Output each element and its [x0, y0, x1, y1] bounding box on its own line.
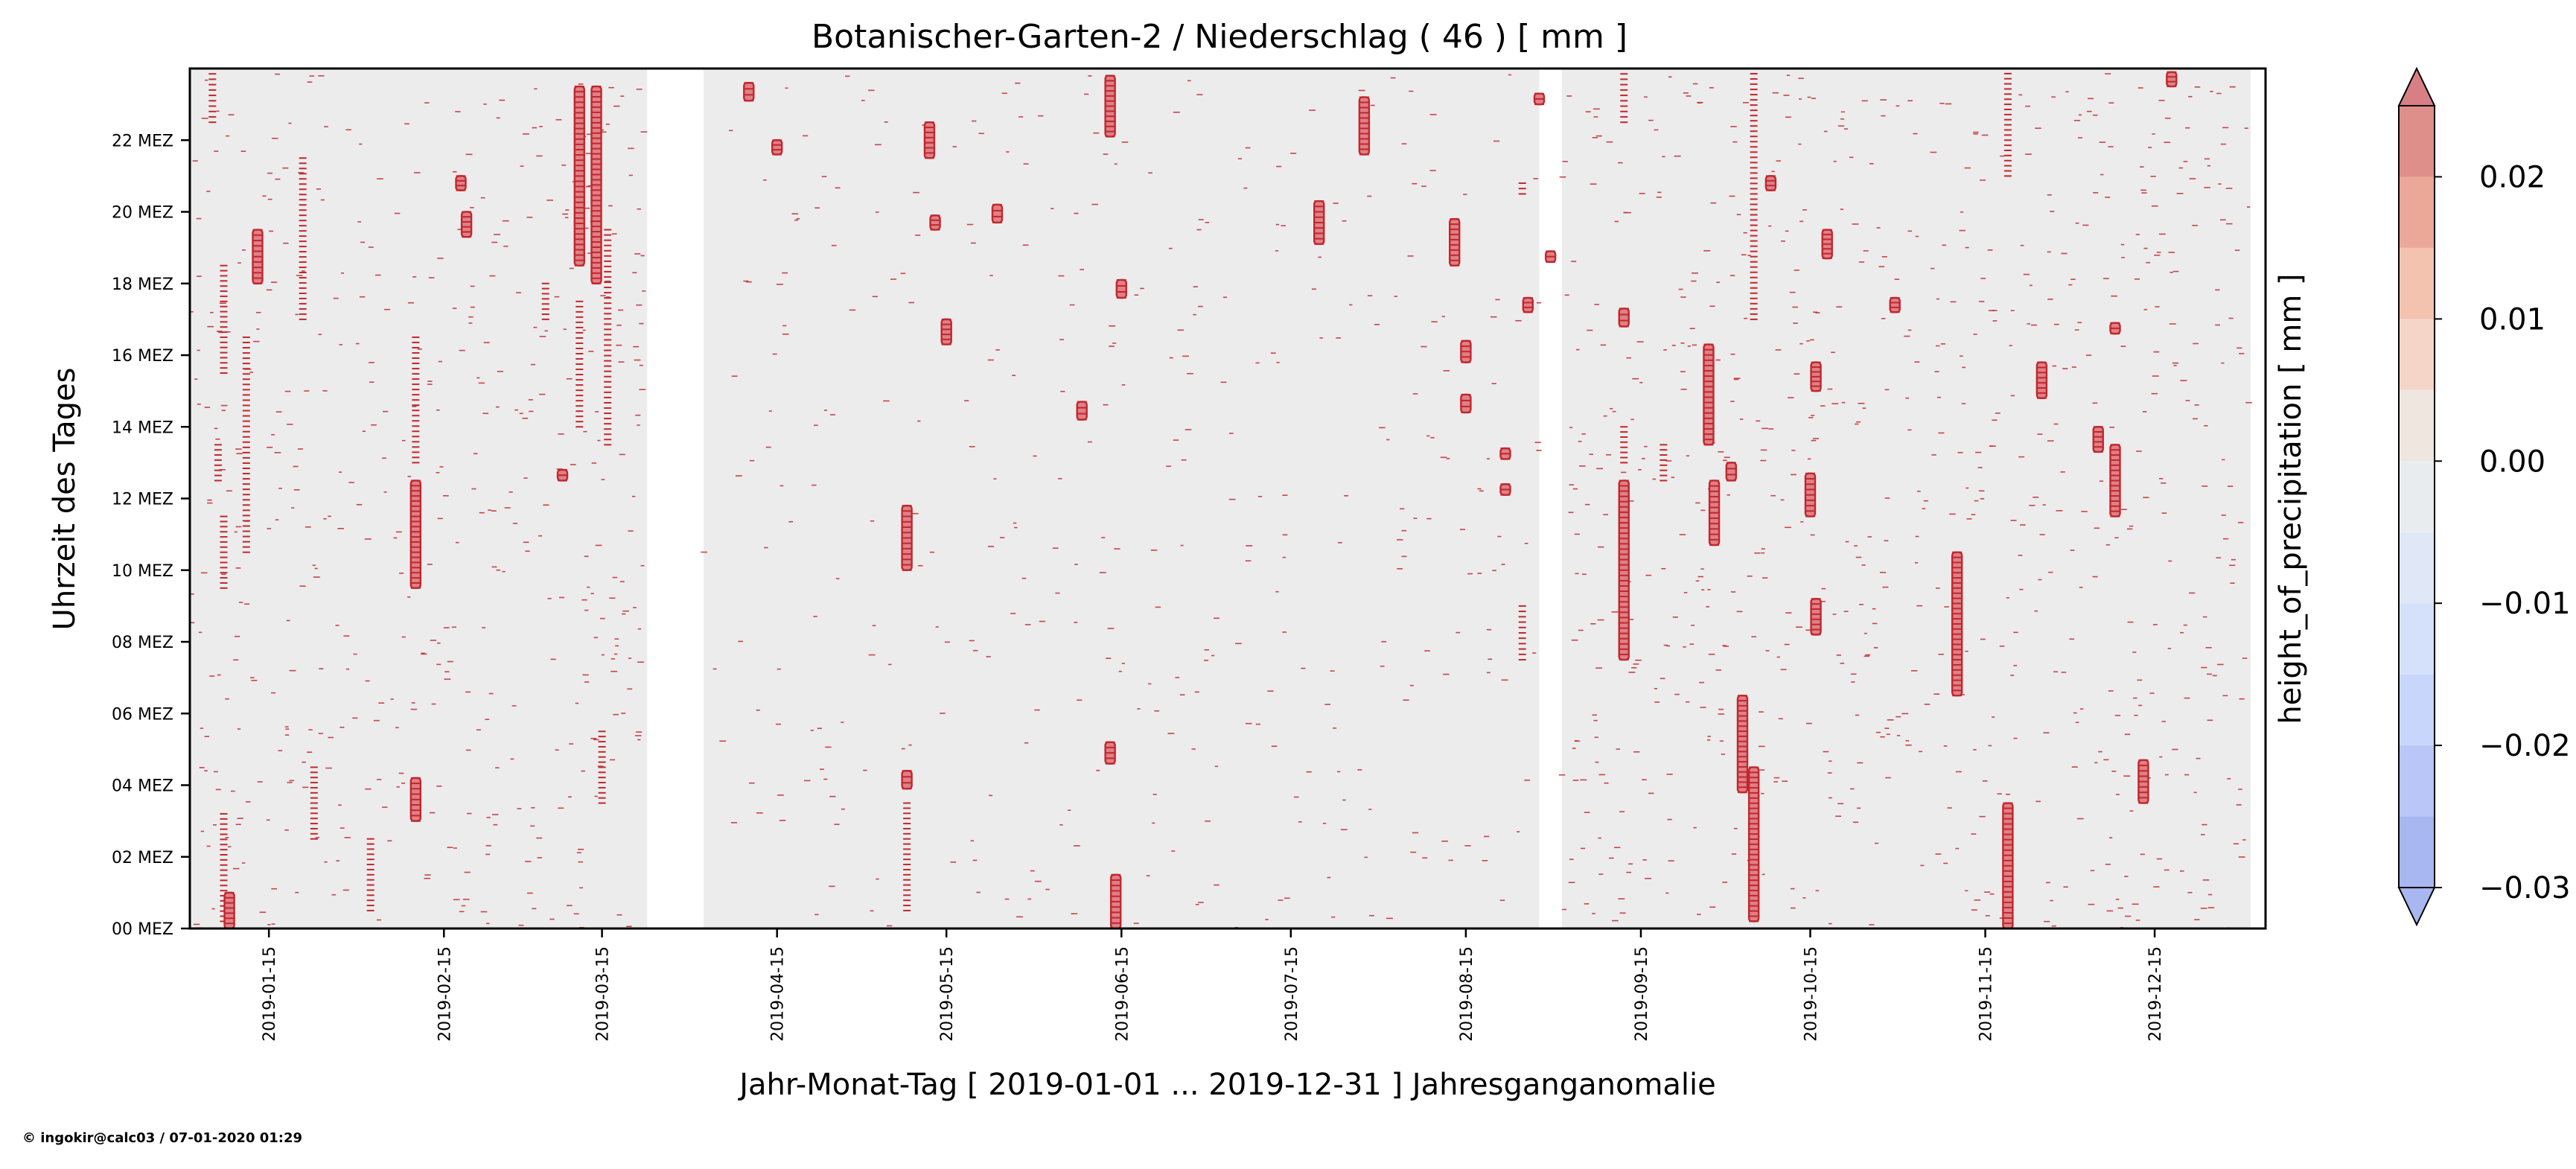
colorbar-tick-label: −0.02 — [2479, 729, 2571, 763]
x-tick-label: 2019-11-15 — [1977, 946, 1996, 1042]
y-tick-label: 12 MEZ — [112, 491, 173, 509]
y-tick-label: 04 MEZ — [112, 777, 173, 796]
precip-event — [743, 82, 755, 102]
colorbar-tick-label: −0.01 — [2479, 587, 2571, 621]
precip-event — [1703, 343, 1715, 446]
colorbar-band — [2399, 319, 2435, 390]
colorbar-band — [2399, 532, 2435, 604]
colorbar-band — [2399, 176, 2435, 248]
x-tick-label: 2019-12-15 — [2146, 946, 2165, 1042]
x-tick-label: 2019-07-15 — [1283, 946, 1301, 1042]
colorbar-tick-label: 0.02 — [2479, 160, 2545, 194]
precip-event — [1889, 296, 1901, 313]
y-axis: 00 MEZ 02 MEZ 04 MEZ 06 MEZ 08 MEZ 10 MEZ 12 M… — [112, 132, 190, 939]
y-tick-label: 06 MEZ — [112, 705, 173, 724]
precip-event — [2166, 71, 2178, 88]
data-coverage-block — [1561, 69, 2251, 928]
precip-events-layer — [208, 69, 2178, 928]
precip-event — [455, 175, 467, 191]
colorbar-band — [2399, 106, 2435, 177]
sparse-ticks-layer — [190, 73, 2252, 928]
colorbar: 0.02 0.01 0.00 −0.01 −0.02 −0.03 — [2397, 66, 2571, 927]
y-axis-label: Uhrzeit des Tages — [48, 368, 82, 631]
y-tick-label: 10 MEZ — [112, 562, 173, 581]
precip-event — [409, 480, 422, 590]
y-tick-label: 08 MEZ — [112, 634, 173, 652]
colorbar-tick-label: 0.01 — [2479, 302, 2545, 337]
y-tick-label: 20 MEZ — [112, 204, 173, 223]
precip-event — [1076, 401, 1088, 421]
colorbar-tick-label: 0.00 — [2479, 445, 2545, 479]
x-tick-label: 2019-01-15 — [261, 946, 279, 1042]
precip-event — [1115, 278, 1127, 299]
precip-event — [929, 214, 941, 231]
x-tick-label: 2019-05-15 — [938, 946, 957, 1042]
colorbar-band — [2399, 461, 2435, 532]
precip-event — [940, 318, 952, 345]
precip-event — [771, 139, 783, 156]
x-tick-label: 2019-03-15 — [594, 946, 613, 1042]
precip-event — [1460, 393, 1472, 414]
y-tick-label: 02 MEZ — [112, 849, 173, 867]
x-tick-label: 2019-04-15 — [769, 946, 788, 1042]
colorbar-tick-label: −0.03 — [2479, 871, 2571, 905]
y-tick-label: 16 MEZ — [112, 347, 173, 366]
colorbar-band — [2399, 816, 2435, 888]
x-tick-label: 2019-02-15 — [436, 946, 454, 1042]
y-tick-label: 00 MEZ — [112, 920, 173, 939]
precip-event — [460, 211, 473, 238]
colorbar-frame — [2398, 105, 2435, 888]
data-background — [190, 69, 2251, 928]
plot-area — [190, 69, 2266, 928]
colorbar-band — [2399, 745, 2435, 817]
colorbar-band — [2399, 389, 2435, 462]
colorbar-band — [2399, 247, 2435, 319]
x-tick-label: 2019-09-15 — [1633, 946, 1651, 1042]
precip-event — [1725, 462, 1738, 482]
y-tick-label: 14 MEZ — [112, 418, 173, 437]
data-coverage-block — [704, 69, 1540, 928]
precip-event — [1764, 175, 1777, 191]
precip-event — [1618, 308, 1630, 328]
precip-event — [901, 770, 913, 790]
precip-event — [1358, 96, 1371, 156]
colorbar-band — [2399, 674, 2435, 746]
colorbar-label: height_of_precipitation [ mm ] — [2274, 273, 2308, 724]
y-tick-label: 18 MEZ — [112, 275, 173, 294]
x-tick-label: 2019-08-15 — [1458, 946, 1476, 1042]
precip-event — [1522, 296, 1534, 313]
precip-event — [1449, 217, 1461, 267]
x-tick-label: 2019-06-15 — [1113, 946, 1132, 1042]
y-tick-label: 22 MEZ — [112, 132, 173, 150]
x-axis: 2019-01-15 2019-02-15 2019-03-15 2019-04-15… — [261, 928, 2165, 1042]
x-axis-label: Jahr-Monat-Tag [ 2019-01-01 ... 2019-12-… — [737, 1068, 1716, 1102]
precip-event — [1736, 694, 1749, 794]
chart-title: Botanischer-Garten-2 / Niederschlag ( 46… — [812, 18, 1627, 56]
credit-footer: © ingokir@calc03 / 07-01-2020 01:29 — [22, 1130, 302, 1146]
precip-event — [2092, 426, 2104, 453]
x-tick-label: 2019-10-15 — [1802, 946, 1820, 1042]
precip-event — [991, 203, 1004, 224]
colorbar-band — [2399, 603, 2435, 675]
